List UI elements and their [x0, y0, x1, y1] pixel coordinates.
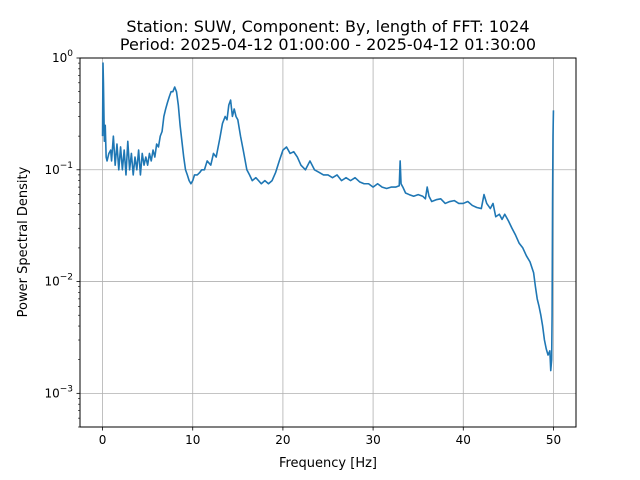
psd-series-line [101, 62, 555, 372]
x-tick-label: 30 [365, 433, 380, 447]
x-tick-label: 40 [456, 433, 471, 447]
plot-area [101, 62, 555, 372]
y-tick-label: 10−2 [44, 273, 73, 289]
y-tick-label: 10−3 [44, 384, 73, 400]
x-tick-label: 50 [546, 433, 561, 447]
axes-frame [79, 57, 577, 428]
x-tick-label: 10 [185, 433, 200, 447]
chart-title: Station: SUW, Component: By, length of F… [126, 17, 529, 36]
y-axis-label: Power Spectral Density [16, 166, 31, 317]
ticks: 0 10 20 30 40 50 10−3 10−2 10−1 100 [44, 49, 561, 447]
x-axis-label: Frequency [Hz] [279, 456, 377, 471]
y-tick-label: 100 [52, 49, 73, 65]
chart-subtitle: Period: 2025-04-12 01:00:00 - 2025-04-12… [120, 35, 536, 54]
y-tick-label: 10−1 [44, 161, 73, 177]
x-tick-label: 20 [275, 433, 290, 447]
x-tick-label: 0 [99, 433, 107, 447]
